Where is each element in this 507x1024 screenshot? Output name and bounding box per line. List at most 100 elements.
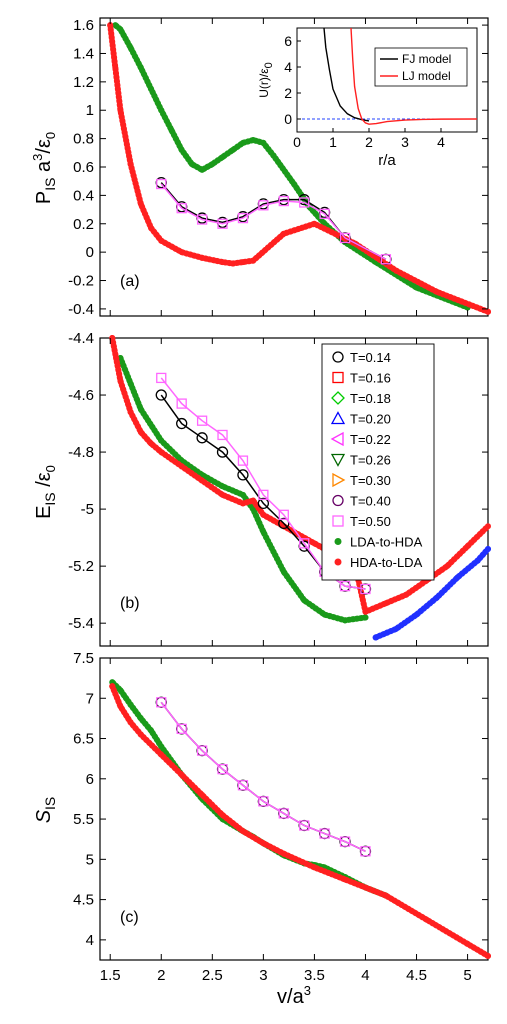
- ytick-label: 1.4: [73, 45, 94, 62]
- data-point: [199, 166, 206, 173]
- panel-b-ylabel: EIS /ε0: [33, 465, 58, 519]
- ytick-label: -4.6: [68, 387, 94, 404]
- panel-c-label: (c): [120, 909, 139, 926]
- ytick-label: 1.6: [73, 17, 94, 34]
- data-point: [301, 597, 308, 604]
- data-point: [250, 257, 257, 264]
- x-axis-label: v/a3: [277, 983, 311, 1008]
- ytick-label: 0.4: [73, 187, 94, 204]
- legend-label: T=0.26: [350, 453, 391, 468]
- data-point: [339, 580, 351, 592]
- inset-xtick-label: 4: [437, 134, 445, 150]
- data-point: [219, 154, 226, 161]
- data-point: [485, 523, 491, 530]
- ytick-label: 1: [86, 102, 94, 119]
- data-point: [433, 288, 440, 295]
- data-point: [158, 107, 165, 114]
- inset-xtick-label: 0: [293, 134, 301, 150]
- ytick-label: 7: [86, 690, 94, 707]
- legend-label: T=0.50: [350, 514, 391, 529]
- data-point: [444, 563, 451, 570]
- legend-label: T=0.40: [350, 494, 391, 509]
- legend-marker: [332, 351, 344, 363]
- xtick-label: 2: [157, 967, 165, 984]
- data-point: [485, 546, 491, 553]
- data-point: [278, 517, 290, 530]
- data-point: [158, 237, 165, 244]
- data-point: [250, 137, 257, 144]
- data-point: [137, 200, 144, 207]
- data-point: [217, 218, 228, 229]
- data-point: [319, 828, 330, 839]
- data-point: [109, 335, 116, 341]
- data-point: [137, 64, 144, 71]
- data-point: [380, 254, 392, 265]
- legend-panel-b: T=0.14 T=0.16 T=0.18 T=0.20 T=0.22 T=0.26 T=0.…: [321, 343, 435, 581]
- data-point: [117, 703, 124, 710]
- data-point: [117, 377, 124, 384]
- data-point: [176, 398, 187, 409]
- data-point: [219, 491, 226, 498]
- ytick-label: 0.8: [73, 131, 94, 148]
- data-point: [158, 743, 165, 750]
- data-point: [199, 254, 206, 261]
- data-point: [485, 952, 491, 959]
- inset-legend-fj-label: FJ model: [402, 52, 451, 66]
- data-point: [464, 940, 471, 947]
- data-point: [178, 249, 185, 256]
- xtick-label: 1.5: [100, 967, 121, 984]
- data-point: [216, 446, 229, 458]
- ytick-label: 4: [86, 932, 94, 949]
- data-point: [229, 260, 236, 267]
- data-point: [362, 614, 369, 621]
- data-point: [393, 625, 400, 632]
- ytick-label: 0.2: [73, 216, 94, 233]
- data-point: [485, 308, 491, 315]
- data-point: [278, 195, 289, 207]
- xtick-label: 3: [259, 967, 267, 984]
- inset-legend-lj-label: LJ model: [402, 69, 451, 83]
- ytick-label: 5: [86, 851, 94, 868]
- data-point: [270, 152, 277, 159]
- panel-a-label: (a): [120, 273, 140, 290]
- data-point: [158, 437, 165, 444]
- data-point: [360, 846, 371, 857]
- data-point: [178, 146, 185, 153]
- data-point: [148, 225, 155, 232]
- data-point: [393, 267, 400, 274]
- data-point: [339, 232, 351, 244]
- data-point: [237, 455, 249, 466]
- data-point: [155, 389, 167, 401]
- panel-b-label: (b): [120, 595, 140, 612]
- data-point: [342, 876, 349, 883]
- data-point: [176, 203, 187, 214]
- data-point: [112, 64, 119, 71]
- data-point: [176, 723, 187, 735]
- legend-label: T=0.20: [350, 412, 391, 427]
- data-point: [127, 719, 134, 726]
- data-point: [127, 44, 134, 51]
- data-point: [158, 449, 165, 456]
- data-point: [260, 528, 267, 535]
- data-point: [319, 208, 330, 219]
- data-point: [117, 26, 124, 33]
- legend-label: T=0.30: [350, 473, 391, 488]
- series-line-T=0.50: [160, 183, 387, 260]
- data-point: [148, 727, 155, 734]
- panel-c-frame: [99, 657, 489, 961]
- data-point: [127, 409, 134, 416]
- data-point: [109, 683, 116, 690]
- legend-marker: [330, 411, 346, 425]
- data-point: [239, 828, 246, 835]
- data-point: [311, 220, 318, 227]
- data-point: [127, 701, 134, 708]
- inset-xtick-label: 2: [365, 134, 373, 150]
- legend-marker: [332, 472, 346, 488]
- data-point: [148, 440, 155, 447]
- data-point: [239, 500, 246, 507]
- inset-ytick-label: 2: [284, 85, 292, 101]
- data-point: [278, 808, 289, 819]
- data-point: [280, 230, 287, 237]
- data-point: [219, 483, 226, 490]
